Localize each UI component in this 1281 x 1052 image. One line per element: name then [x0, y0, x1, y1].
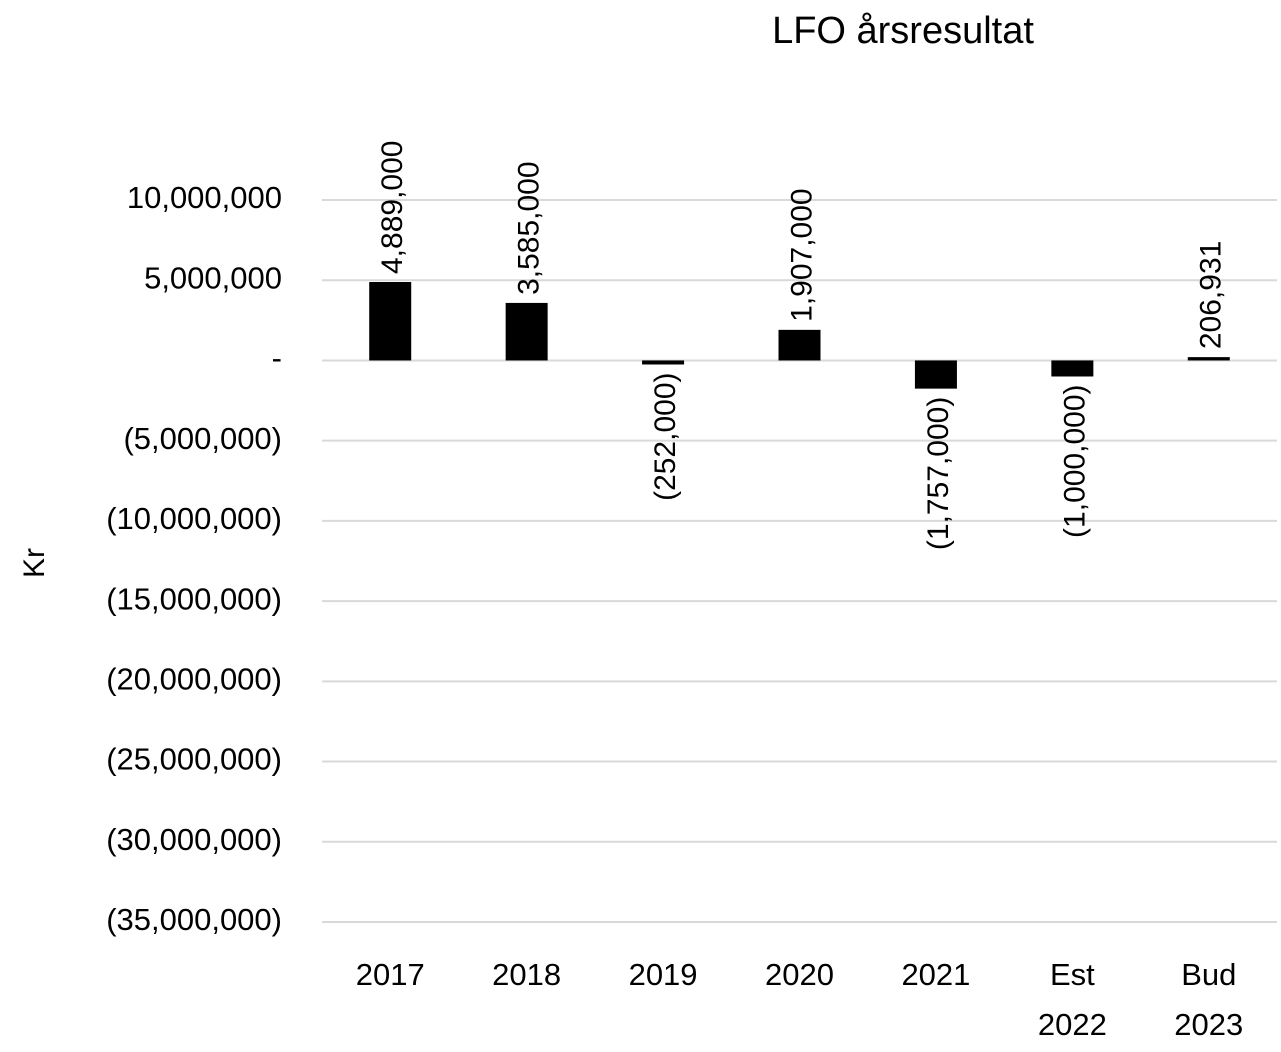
y-tick-label: (15,000,000): [106, 581, 282, 616]
bar: [505, 302, 548, 361]
value-label: 3,585,000: [513, 161, 546, 294]
x-tick-label: 2020: [765, 957, 834, 992]
bar: [914, 360, 957, 389]
value-label: (1,757,000): [922, 397, 955, 550]
value-label: 206,931: [1195, 241, 1228, 349]
value-label: 4,889,000: [376, 141, 409, 274]
y-tick-label: (25,000,000): [106, 742, 282, 777]
bar: [642, 360, 685, 365]
y-tick-label: 10,000,000: [127, 180, 282, 215]
x-tick-label: 2021: [901, 957, 971, 992]
value-label: 1,907,000: [785, 188, 818, 321]
bar: [778, 329, 821, 361]
y-tick-label: -: [272, 341, 282, 376]
bar: [1051, 360, 1094, 377]
chart-title: LFO årsresultat: [772, 10, 1034, 52]
x-tick-label: Est 2022: [1037, 957, 1107, 1042]
y-tick-label: (35,000,000): [106, 902, 282, 937]
bar: [369, 282, 412, 361]
y-axis-title: Kr: [18, 548, 51, 578]
y-tick-label: (20,000,000): [106, 662, 282, 697]
y-tick-label: (30,000,000): [106, 822, 282, 857]
value-label: (1,000,000): [1058, 384, 1091, 537]
y-tick-label: 5,000,000: [144, 260, 282, 295]
value-label: (252,000): [649, 372, 682, 500]
x-tick-label: 2018: [492, 957, 562, 992]
y-tick-label: (10,000,000): [106, 501, 282, 536]
x-tick-label: 2019: [628, 957, 698, 992]
x-tick-label: Bud 2023: [1174, 957, 1244, 1042]
y-tick-label: (5,000,000): [123, 421, 282, 456]
x-tick-label: 2017: [355, 957, 425, 992]
bar: [1187, 357, 1230, 361]
